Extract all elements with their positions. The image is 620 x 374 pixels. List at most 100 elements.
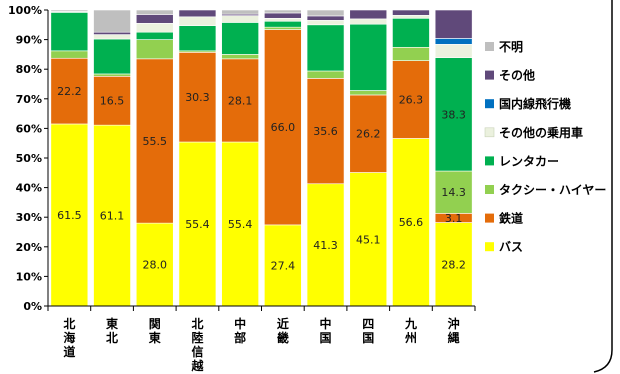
data-label: 26.3 [399,94,424,107]
bar-segment [392,60,430,139]
legend-swatch [485,42,494,51]
data-label: 35.6 [313,125,338,138]
chart-frame [593,0,613,373]
legend-label: レンタカー [499,154,559,168]
bar-segment [306,78,345,185]
y-tick-label: 0% [23,300,42,313]
y-tick-label: 100% [8,4,42,17]
data-label: 30.3 [185,91,210,104]
x-category-label: 九州 [404,316,417,345]
bar-segment [50,57,89,125]
bar-segment [135,39,174,60]
bar-segment [434,57,473,172]
bar-segment [392,9,430,16]
bar-segment [306,9,345,17]
bar-segment [178,16,217,26]
bar-segment [50,50,89,59]
data-label: 26.2 [356,128,381,141]
legend-swatch [485,213,494,223]
bar-segment [264,12,302,19]
bar-segment [306,24,345,72]
y-tick-label: 60% [16,122,42,135]
data-label: 41.3 [313,239,338,252]
bar-segment [392,17,430,48]
bar-segment [221,141,259,307]
bar-segment [306,20,345,26]
data-label: 56.6 [399,216,424,229]
bar-segment [306,183,345,307]
data-label: 28.2 [441,258,466,271]
bar-segment [349,23,388,91]
x-category-label: 中国 [320,316,332,345]
bar-segment [434,44,473,58]
bar-segment [306,70,345,79]
legend-label: その他 [499,68,535,83]
y-tick-label: 50% [16,152,42,165]
data-label: 55.5 [143,135,168,148]
legend-swatch [485,99,494,109]
bar-segment [135,222,174,307]
x-category-label: 四国 [362,317,374,345]
data-label: 27.4 [271,259,296,272]
bar-segment [50,12,89,52]
legend-label: タクシー・ハイヤー [499,183,606,197]
bar-segment [392,138,430,307]
bar-segment [93,38,131,75]
legend-label: その他の乗用車 [499,125,583,140]
data-label: 66.0 [271,121,296,134]
data-label: 61.5 [57,209,82,222]
bar-segment [221,58,259,143]
bar-segment [221,22,259,55]
y-tick-label: 40% [16,182,42,195]
chart-border [593,0,613,373]
legend-label: 国内線飛行機 [499,96,571,111]
y-axis: 0% 10% 20% 30% 40% 50% 60% 70% 80% 90% 100% [8,4,49,313]
bar-segment [306,15,345,21]
bar-segment [178,9,217,18]
x-category-label: 北海道 [63,316,75,359]
bars: 61.5 22.2 61.1 16.5 28.0 55.5 55.4 30.3 55.4 28.1… [50,9,473,307]
x-category-label: 中部 [234,316,246,345]
legend-swatch [485,185,494,194]
x-category-label: 沖縄 [448,316,460,345]
data-label: 38.3 [441,108,466,121]
bar-segment [135,58,174,224]
legend-label: 不明 [499,40,523,54]
bar-segment [50,123,89,307]
x-category-label: 北陸信越 [190,316,204,373]
y-tick-label: 70% [16,93,42,106]
bar-segment [264,29,302,226]
bar-segment [264,20,302,28]
bar-segment [264,17,302,22]
data-label: 28.1 [228,94,253,107]
legend-swatch [485,242,494,252]
data-label: 28.0 [143,259,168,272]
y-tick-label: 80% [16,63,42,76]
x-category-label: 東北 [106,316,118,345]
data-label: 3.1 [445,212,463,225]
bar-segment [349,172,388,307]
bar-segment [349,18,388,25]
bar-segment [264,224,302,307]
data-label: 14.3 [441,186,466,199]
bar-segment [135,9,174,15]
data-label: 55.4 [228,218,253,231]
data-label: 16.5 [100,95,125,108]
x-category-label: 関東 [149,317,161,345]
bar-segment [349,9,388,20]
bar-segment [434,38,473,45]
bar-segment [264,9,302,14]
y-tick-label: 20% [16,241,42,254]
bar-segment [93,34,131,40]
bar-segment [178,52,217,143]
data-label: 55.4 [185,218,210,231]
legend-label: バス [499,240,523,254]
y-tick-label: 90% [16,34,42,47]
legend-label: 鉄道 [499,211,523,226]
bar-segment [221,54,259,60]
bar-segment [434,170,473,214]
bar-segment [93,124,131,307]
bar-segment [93,76,131,126]
